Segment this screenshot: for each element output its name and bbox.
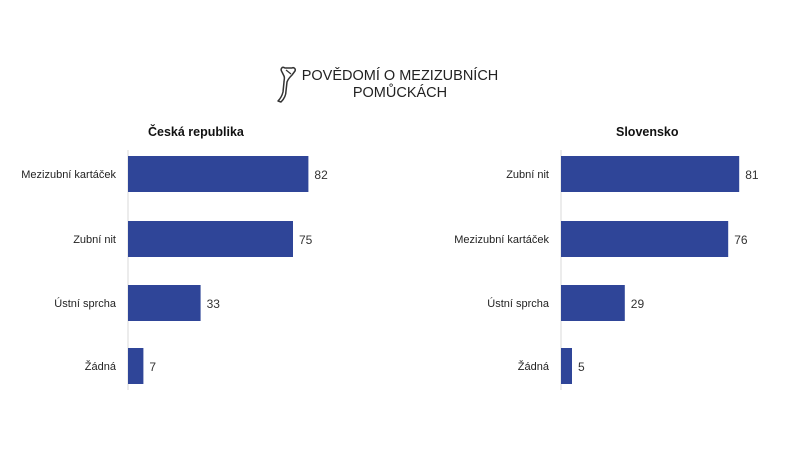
chart-header: POVĚDOMÍ O MEZIZUBNÍCH POMŮCKÁCH: [0, 60, 800, 110]
value-label-sk-2: 76: [734, 233, 748, 247]
category-label-cz-1: Mezizubní kartáček: [21, 169, 116, 181]
category-label-sk-2: Mezizubní kartáček: [454, 234, 549, 246]
value-label-sk-3: 29: [631, 297, 645, 311]
value-label-cz-1: 82: [314, 168, 328, 182]
category-label-sk-3: Ústní sprcha: [487, 297, 550, 310]
bar-sk-3: [561, 285, 625, 321]
category-label-cz-3: Ústní sprcha: [54, 297, 117, 310]
category-label-sk-1: Zubní nit: [506, 169, 549, 181]
chart-title-line-2: POMŮCKÁCH: [352, 85, 448, 101]
dental-floss-pick-icon: [277, 66, 296, 103]
category-label-cz-4: Žádná: [85, 360, 117, 373]
value-label-cz-3: 33: [207, 297, 221, 311]
bar-cz-3: [128, 285, 201, 321]
bar-cz-4: [128, 348, 144, 384]
value-label-cz-2: 75: [299, 233, 313, 247]
bar-cz-1: [128, 156, 309, 192]
value-label-sk-4: 5: [578, 360, 585, 374]
category-label-cz-2: Zubní nit: [73, 234, 116, 246]
bar-sk-4: [561, 348, 572, 384]
bar-cz-2: [128, 221, 293, 257]
chart-title-line-1: POVĚDOMÍ O MEZIZUBNÍCH: [301, 68, 499, 84]
bar-sk-1: [561, 156, 740, 192]
panel-title-czech: Česká republika: [148, 125, 244, 139]
bar-sk-2: [561, 221, 729, 257]
panel-title-slovakia: Slovensko: [616, 125, 679, 139]
chart-title: POVĚDOMÍ O MEZIZUBNÍCH POMŮCKÁCH: [300, 68, 500, 102]
value-label-cz-4: 7: [149, 360, 156, 374]
value-label-sk-1: 81: [745, 168, 759, 182]
category-label-sk-4: Žádná: [518, 360, 550, 373]
